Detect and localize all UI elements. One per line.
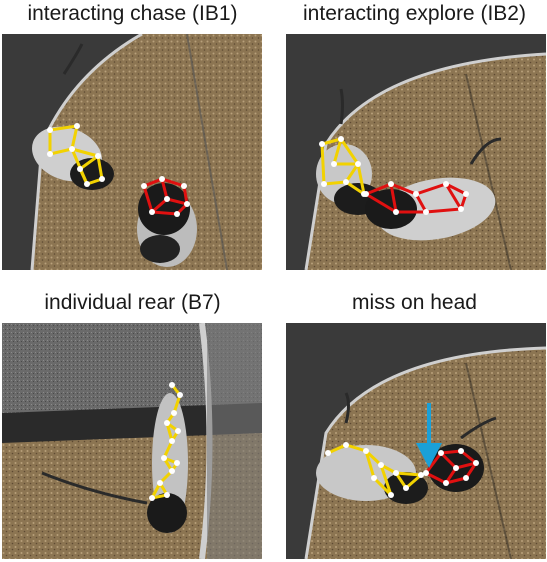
photo-interacting-chase <box>2 34 262 270</box>
arena-wall <box>286 34 546 270</box>
mouse-red <box>423 416 497 492</box>
photo-canvas-explore <box>286 34 546 270</box>
mouse-yellow <box>147 382 188 533</box>
photo-interacting-explore <box>286 34 546 270</box>
panel-caption-rear: individual rear (B7) <box>44 291 221 314</box>
arena-wall <box>286 323 546 559</box>
mouse-yellow <box>316 392 428 504</box>
mouse-red <box>137 176 197 267</box>
mouse-red <box>363 137 502 241</box>
photo-canvas-rear <box>2 323 262 559</box>
arena-wall <box>2 34 142 270</box>
photo-miss-on-head <box>286 323 546 559</box>
photo-canvas-chase <box>2 34 262 270</box>
photo-individual-rear <box>2 323 262 559</box>
photo-canvas-miss <box>286 323 546 559</box>
panel-caption-chase: interacting chase (IB1) <box>27 2 238 25</box>
mouse-yellow <box>32 43 114 190</box>
arrow-icon <box>416 403 442 468</box>
panel-caption-explore: interacting explore (IB2) <box>303 2 526 25</box>
panel-caption-miss: miss on head <box>352 291 477 314</box>
